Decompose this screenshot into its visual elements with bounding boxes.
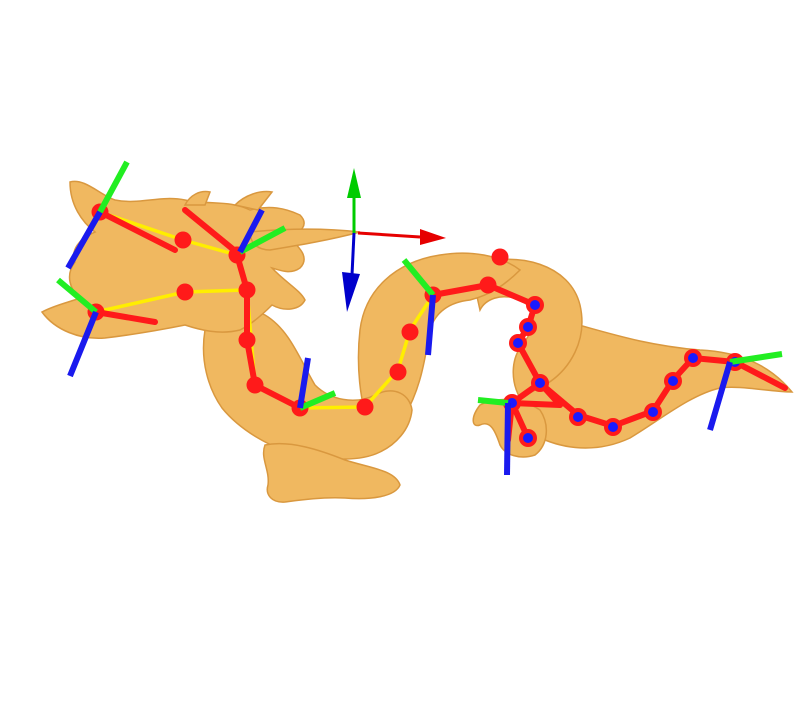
- axis-z-arrow-icon: [342, 272, 360, 312]
- joint: [479, 276, 497, 294]
- world-axes-gizmo[interactable]: [342, 168, 446, 312]
- frame-axis-z: [237, 208, 265, 254]
- joint-center: [608, 422, 618, 432]
- joint: [246, 376, 264, 394]
- frame-axis-y: [401, 258, 436, 297]
- joint-center: [535, 378, 545, 388]
- joint: [238, 281, 256, 299]
- frame-axis-z: [425, 294, 436, 356]
- frame-axis-z: [67, 310, 99, 378]
- bone: [93, 309, 158, 325]
- joint: [401, 323, 419, 341]
- frame-axis-y: [56, 277, 98, 315]
- frame-axis-y: [97, 160, 130, 214]
- joint: [238, 331, 256, 349]
- joint-center: [513, 338, 523, 348]
- joint-center: [688, 353, 698, 363]
- joint-center: [523, 322, 533, 332]
- axis-z: [350, 232, 356, 276]
- axis-y-arrow-icon: [347, 168, 361, 198]
- joint: [176, 283, 194, 301]
- frame-axis-y: [477, 397, 509, 406]
- frame-axis-y: [729, 351, 783, 365]
- frame-axis-z: [504, 402, 511, 476]
- frame-axis-z: [297, 357, 311, 409]
- joint: [389, 363, 407, 381]
- frame-axis-z: [707, 361, 733, 431]
- joint-center: [668, 376, 678, 386]
- local-frames: [56, 160, 783, 476]
- axis-x: [357, 231, 421, 239]
- frame-axis-z: [65, 210, 103, 270]
- frame-axis-y: [298, 390, 337, 411]
- joint-center: [523, 433, 533, 443]
- axis-x-arrow-icon: [420, 229, 446, 245]
- joint: [356, 398, 374, 416]
- frame-axis-y: [238, 225, 287, 255]
- bone: [97, 209, 178, 253]
- joint-center: [573, 412, 583, 422]
- joint-center: [648, 407, 658, 417]
- joint: [491, 248, 509, 266]
- joints: [87, 203, 744, 447]
- joint-center: [530, 300, 540, 310]
- joint: [174, 231, 192, 249]
- bone: [182, 207, 243, 258]
